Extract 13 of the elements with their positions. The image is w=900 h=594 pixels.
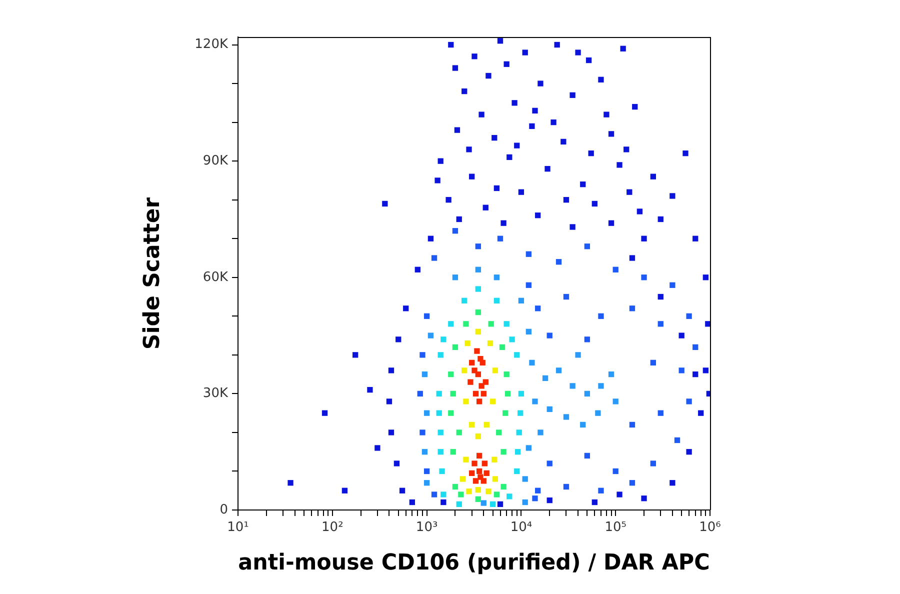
y-tick-label: 0 <box>220 502 228 518</box>
x-tick-label: 10⁴ <box>510 520 532 536</box>
x-tick-label: 10¹ <box>227 520 249 536</box>
y-tick-label: 60K <box>202 270 228 285</box>
x-tick-label: 10³ <box>416 520 438 536</box>
x-tick-label: 10⁶ <box>699 520 721 536</box>
x-tick-label: 10² <box>322 520 344 536</box>
y-tick-label: 90K <box>202 153 228 168</box>
x-tick-label: 10⁵ <box>604 520 626 536</box>
y-axis-title: Side Scatter <box>140 197 165 350</box>
y-tick-label: 120K <box>194 37 228 52</box>
x-axis-title: anti-mouse CD106 (purified) / DAR APC <box>238 550 710 576</box>
y-tick-label: 30K <box>202 386 228 402</box>
